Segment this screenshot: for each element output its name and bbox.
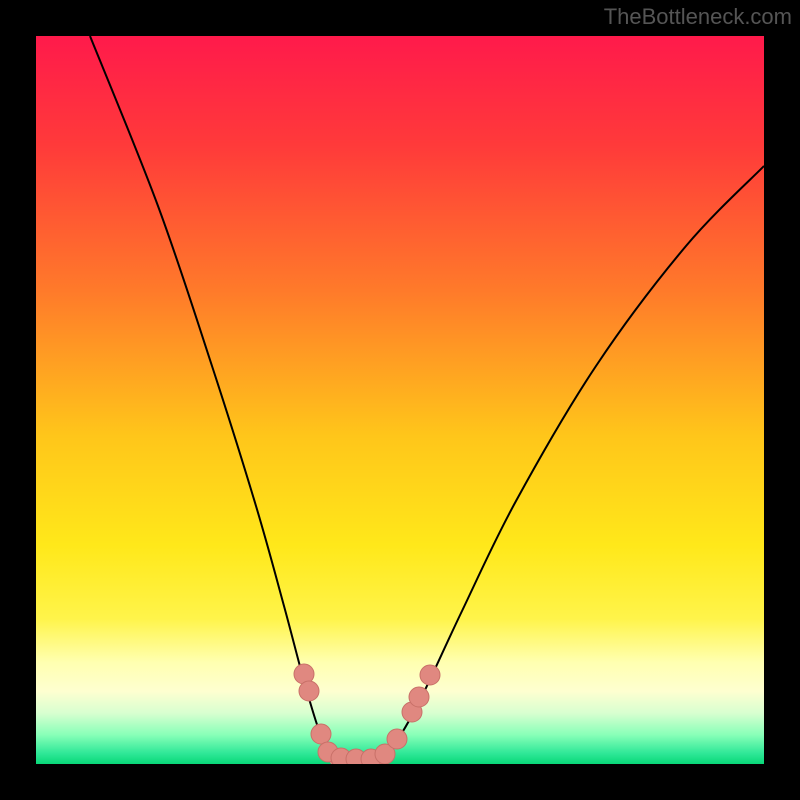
marker-bead [420, 665, 440, 685]
curve-right [382, 166, 764, 758]
marker-bead [387, 729, 407, 749]
marker-bead [311, 724, 331, 744]
plot-area [36, 36, 764, 764]
chart-svg [36, 36, 764, 764]
marker-bead [299, 681, 319, 701]
marker-bead [409, 687, 429, 707]
curve-left [90, 36, 334, 758]
watermark-text: TheBottleneck.com [604, 4, 792, 30]
